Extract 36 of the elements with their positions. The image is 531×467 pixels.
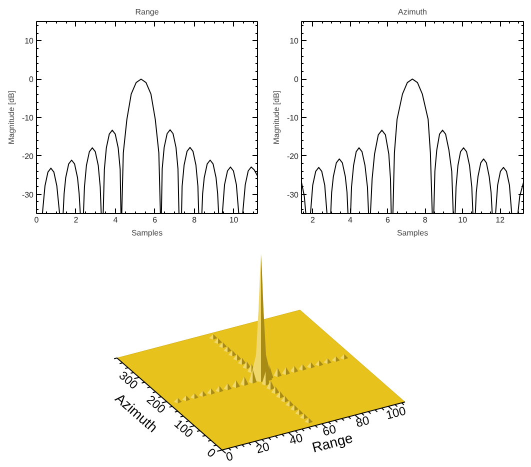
x-axis-title: Samples xyxy=(396,228,428,238)
category-label: 100 xyxy=(384,404,408,422)
y-tick-label: -20 xyxy=(286,152,300,161)
y-tick-label: -10 xyxy=(286,114,300,122)
category-label: 300 xyxy=(116,368,141,392)
category-label: 100 xyxy=(172,416,196,440)
x-tick-label: 2 xyxy=(74,216,79,224)
y-axis-title: Magnitude [dB] xyxy=(6,90,16,144)
y-axis-title: Magnitude [dB] xyxy=(272,90,281,144)
category-label: 60 xyxy=(321,422,338,439)
category-label: 0 xyxy=(224,448,235,464)
category-label: 40 xyxy=(288,430,305,448)
y-tick-label: 0 xyxy=(29,75,34,84)
y-tick-label: 10 xyxy=(24,36,34,46)
y-tick-label: -10 xyxy=(22,114,34,122)
category-label: 20 xyxy=(254,439,272,456)
x-tick-label: 10 xyxy=(229,216,239,224)
y-tick-label: -30 xyxy=(286,190,300,200)
x-tick-label: 12 xyxy=(496,216,506,224)
chart-title: Azimuth xyxy=(398,8,427,16)
x-tick-label: 6 xyxy=(385,216,390,224)
x-tick-label: 2 xyxy=(310,216,316,224)
x-tick-label: 8 xyxy=(422,216,428,224)
x-tick-label: 4 xyxy=(348,216,353,224)
x-tick-label: 10 xyxy=(458,216,468,224)
category-label: 80 xyxy=(354,413,372,430)
x-tick-label: 6 xyxy=(152,216,158,224)
y-tick-label: 10 xyxy=(290,36,300,46)
y-tick-label: 0 xyxy=(294,75,300,84)
y-tick-label: -20 xyxy=(22,152,34,161)
x-axis-title: Samples xyxy=(131,228,163,238)
x-tick-label: 4 xyxy=(113,216,118,224)
chart-title: Range xyxy=(135,8,160,16)
y-tick-label: -30 xyxy=(22,190,34,200)
x-tick-label: 8 xyxy=(192,216,198,224)
category-label: 0 xyxy=(204,445,218,460)
